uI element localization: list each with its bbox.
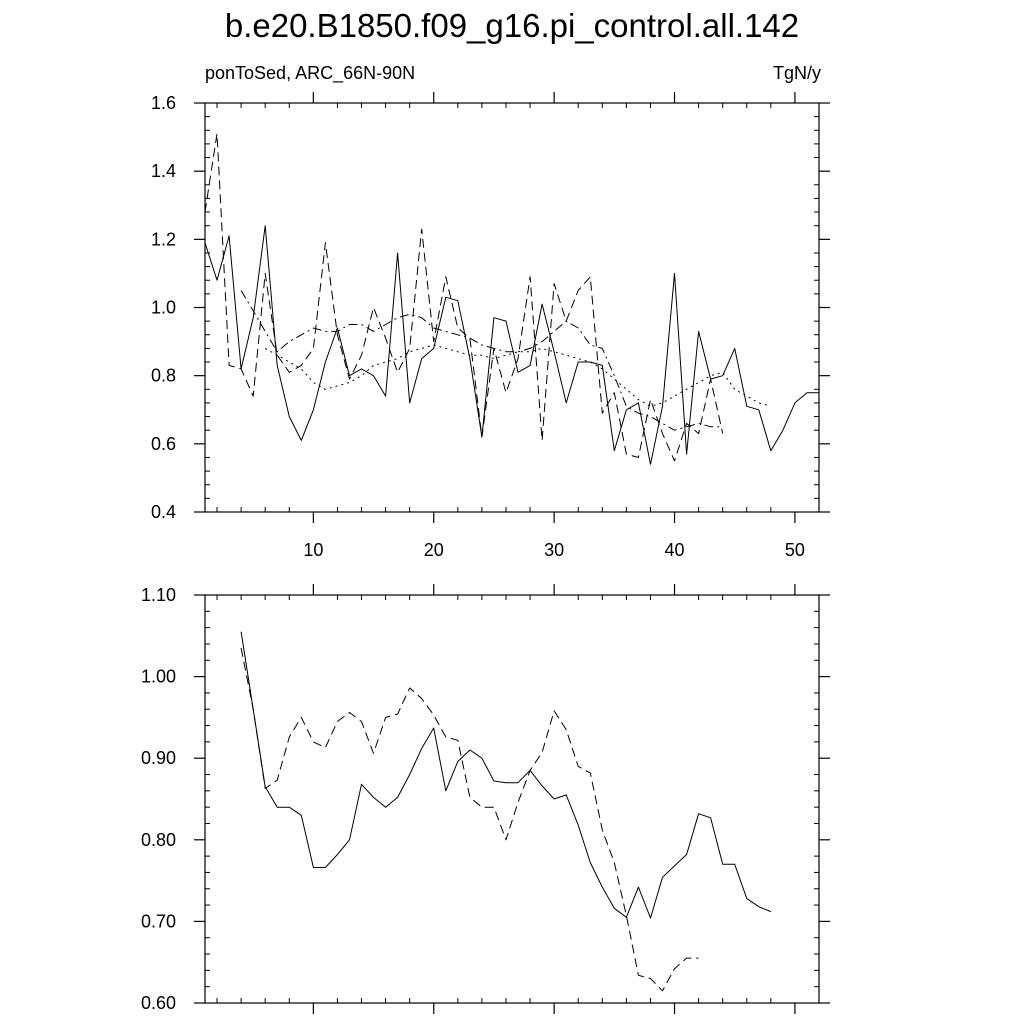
x-tick-label: 10 xyxy=(303,540,323,560)
y-tick-label: 0.6 xyxy=(151,434,176,454)
y-tick-label: 0.70 xyxy=(141,911,176,931)
bottom-panel: 0.60 0.70 0.80 0.90 1.00 1.10 xyxy=(141,584,830,1014)
series-line-2 xyxy=(204,133,724,462)
top-panel: 10 20 30 40 50 0.4 0.6 0.8 1.0 1.2 1.4 1.6 xyxy=(151,92,830,560)
x-tick-label: 50 xyxy=(785,540,805,560)
plot-frame xyxy=(204,594,820,1004)
series-line-1 xyxy=(240,631,771,919)
plot-frame xyxy=(204,102,820,513)
y-tick-label: 1.2 xyxy=(151,229,176,249)
y-tick-label: 0.80 xyxy=(141,830,176,850)
chart-title: b.e20.B1850.f09_g16.pi_control.all.142 xyxy=(224,7,800,44)
series-line-1 xyxy=(204,225,819,465)
y-tick-label: 0.8 xyxy=(151,366,176,386)
y-tick-label: 1.0 xyxy=(151,298,176,318)
series-line-4 xyxy=(264,344,771,407)
series-line-2 xyxy=(240,647,699,992)
y-tick-label: 1.10 xyxy=(141,585,176,605)
variable-region-label: ponToSed, ARC_66N-90N xyxy=(205,63,416,83)
y-tick-label: 1.6 xyxy=(151,93,176,113)
units-label: TgN/y xyxy=(772,63,821,83)
y-tick-label: 0.60 xyxy=(141,993,176,1013)
x-tick-label: 20 xyxy=(424,540,444,560)
x-tick-label: 40 xyxy=(665,540,685,560)
x-tick-label: 30 xyxy=(544,540,564,560)
series-line-3 xyxy=(240,290,723,431)
y-tick-label: 0.4 xyxy=(151,502,176,522)
y-tick-label: 1.00 xyxy=(141,667,176,687)
y-tick-label: 0.90 xyxy=(141,748,176,768)
y-tick-label: 1.4 xyxy=(151,161,176,181)
